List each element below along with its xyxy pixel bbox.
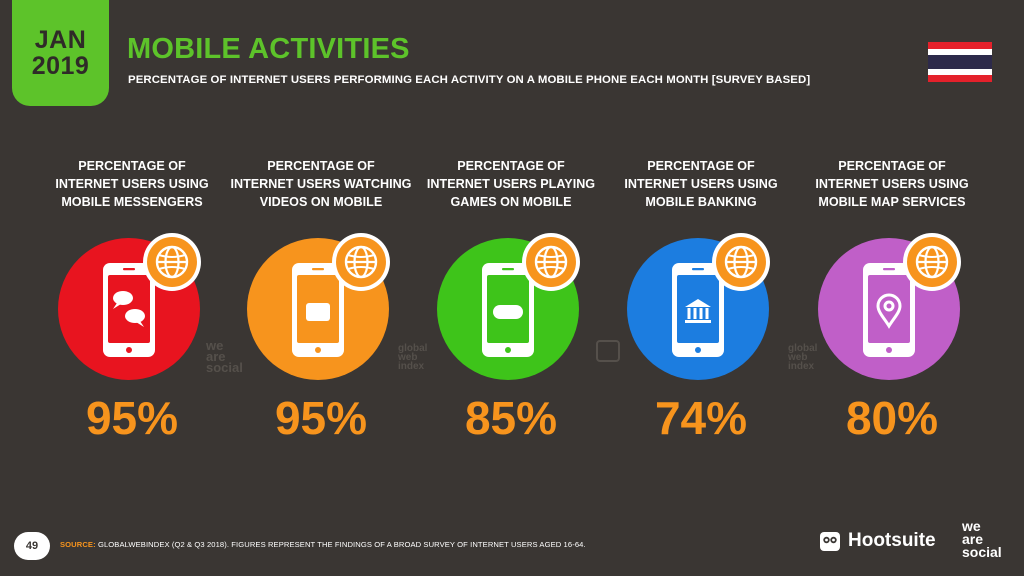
source-label: SOURCE: bbox=[60, 540, 96, 549]
global-web-index-watermark: global web index bbox=[398, 343, 428, 372]
date-month: JAN bbox=[34, 26, 87, 54]
date-badge: JAN 2019 bbox=[12, 0, 109, 106]
stat-label: PERCENTAGE OF INTERNET USERS USING MOBIL… bbox=[55, 159, 209, 209]
flag-stripe bbox=[928, 75, 992, 82]
gamepad-icon bbox=[493, 305, 523, 319]
stat-icon-circle bbox=[37, 217, 227, 395]
page-number: 49 bbox=[14, 532, 50, 560]
stat-maps: PERCENTAGE OF INTERNET USERS USING MOBIL… bbox=[797, 157, 987, 441]
stat-label: PERCENTAGE OF INTERNET USERS USING MOBIL… bbox=[624, 159, 778, 209]
globe-icon bbox=[712, 233, 770, 291]
hootsuite-name: Hootsuite bbox=[848, 530, 936, 551]
stat-messengers: PERCENTAGE OF INTERNET USERS USING MOBIL… bbox=[37, 157, 227, 441]
stat-value: 95% bbox=[274, 392, 368, 444]
we-are-social-logo: we are social bbox=[962, 518, 1002, 560]
stat-graphic bbox=[58, 233, 201, 380]
stat-graphic bbox=[818, 233, 961, 380]
play-button-icon bbox=[306, 303, 330, 321]
globe-icon bbox=[522, 233, 580, 291]
stat-icon-circle bbox=[416, 217, 606, 395]
stat-games: PERCENTAGE OF INTERNET USERS PLAYING GAM… bbox=[416, 157, 606, 441]
source-text: GLOBALWEBINDEX (Q2 & Q3 2018). FIGURES R… bbox=[97, 540, 586, 549]
stat-label: PERCENTAGE OF INTERNET USERS USING MOBIL… bbox=[815, 159, 969, 209]
phone-icon bbox=[103, 263, 155, 357]
stat-value: 95% bbox=[85, 392, 179, 444]
stat-label: PERCENTAGE OF INTERNET USERS WATCHING VI… bbox=[230, 159, 412, 209]
stat-graphic bbox=[627, 233, 770, 380]
stat-value: 85% bbox=[464, 392, 558, 444]
stat-icon-circle bbox=[606, 217, 796, 395]
phone-icon bbox=[672, 263, 724, 357]
we-are-social-watermark: we are social bbox=[206, 338, 243, 375]
chat-bubbles-icon bbox=[113, 291, 145, 327]
stat-icon-circle bbox=[226, 217, 416, 395]
stat-banking: PERCENTAGE OF INTERNET USERS USING MOBIL… bbox=[606, 157, 796, 441]
globe-icon bbox=[332, 233, 390, 291]
stat-graphic bbox=[437, 233, 580, 380]
globe-icon bbox=[903, 233, 961, 291]
thailand-flag bbox=[928, 42, 992, 82]
stat-graphic bbox=[247, 233, 390, 380]
owl-icon bbox=[820, 532, 840, 551]
flag-stripe bbox=[928, 49, 992, 55]
bank-icon bbox=[685, 299, 711, 323]
date-year: 2019 bbox=[31, 52, 90, 80]
stat-value: 74% bbox=[654, 392, 748, 444]
hootsuite-logo: Hootsuite bbox=[818, 525, 936, 557]
stat-label: PERCENTAGE OF INTERNET USERS PLAYING GAM… bbox=[426, 159, 596, 209]
stat-value: 80% bbox=[845, 392, 939, 444]
page-title: MOBILE ACTIVITIES bbox=[127, 33, 410, 65]
source-note: SOURCE: GLOBALWEBINDEX (Q2 & Q3 2018). F… bbox=[60, 540, 586, 549]
flag-stripe bbox=[928, 42, 992, 49]
hootsuite-owl-watermark bbox=[596, 340, 620, 362]
stat-icon-circle bbox=[797, 217, 987, 395]
map-pin-icon bbox=[876, 293, 902, 329]
global-web-index-watermark: global web index bbox=[788, 343, 818, 372]
globe-icon bbox=[143, 233, 201, 291]
page-subtitle: PERCENTAGE OF INTERNET USERS PERFORMING … bbox=[128, 74, 811, 86]
stat-videos: PERCENTAGE OF INTERNET USERS WATCHING VI… bbox=[226, 157, 416, 441]
flag-stripe bbox=[928, 69, 992, 75]
flag-stripe bbox=[928, 55, 992, 69]
